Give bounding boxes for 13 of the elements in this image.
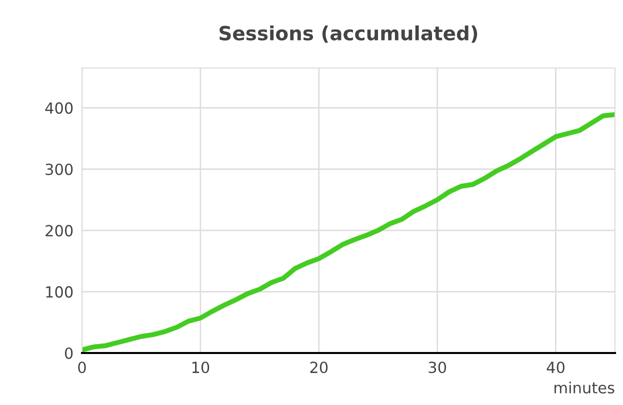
y-tick-label: 100: [46, 286, 73, 298]
x-axis-title: minutes: [554, 382, 614, 394]
y-tick-label: 200: [46, 224, 73, 236]
y-tick-label: 0: [64, 347, 73, 360]
x-tick-label: 0: [78, 362, 86, 374]
y-tick-label: 400: [45, 102, 73, 114]
x-tick-label: 10: [192, 362, 210, 374]
x-tick-label: 30: [428, 362, 446, 374]
chart-title: Sessions (accumulated): [220, 25, 478, 43]
line-series: [82, 112, 615, 352]
y-tick-label: 300: [46, 164, 73, 176]
x-tick-label: 20: [310, 362, 328, 374]
x-tick-label: 40: [546, 362, 564, 374]
